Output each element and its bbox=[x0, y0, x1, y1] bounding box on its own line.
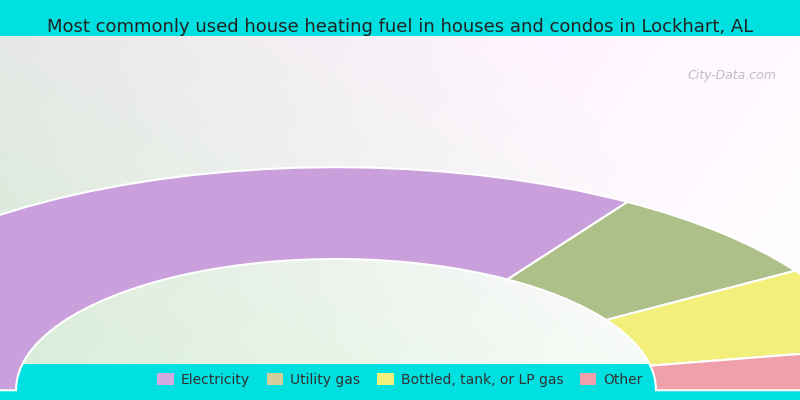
Legend: Electricity, Utility gas, Bottled, tank, or LP gas, Other: Electricity, Utility gas, Bottled, tank,… bbox=[152, 368, 648, 392]
Wedge shape bbox=[606, 271, 800, 366]
Wedge shape bbox=[507, 202, 795, 320]
Wedge shape bbox=[650, 348, 800, 390]
Text: Most commonly used house heating fuel in houses and condos in Lockhart, AL: Most commonly used house heating fuel in… bbox=[47, 18, 753, 36]
Text: City-Data.com: City-Data.com bbox=[687, 69, 776, 82]
Wedge shape bbox=[0, 167, 627, 390]
